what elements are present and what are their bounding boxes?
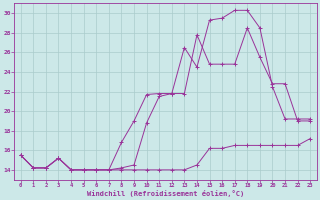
X-axis label: Windchill (Refroidissement éolien,°C): Windchill (Refroidissement éolien,°C): [87, 190, 244, 197]
